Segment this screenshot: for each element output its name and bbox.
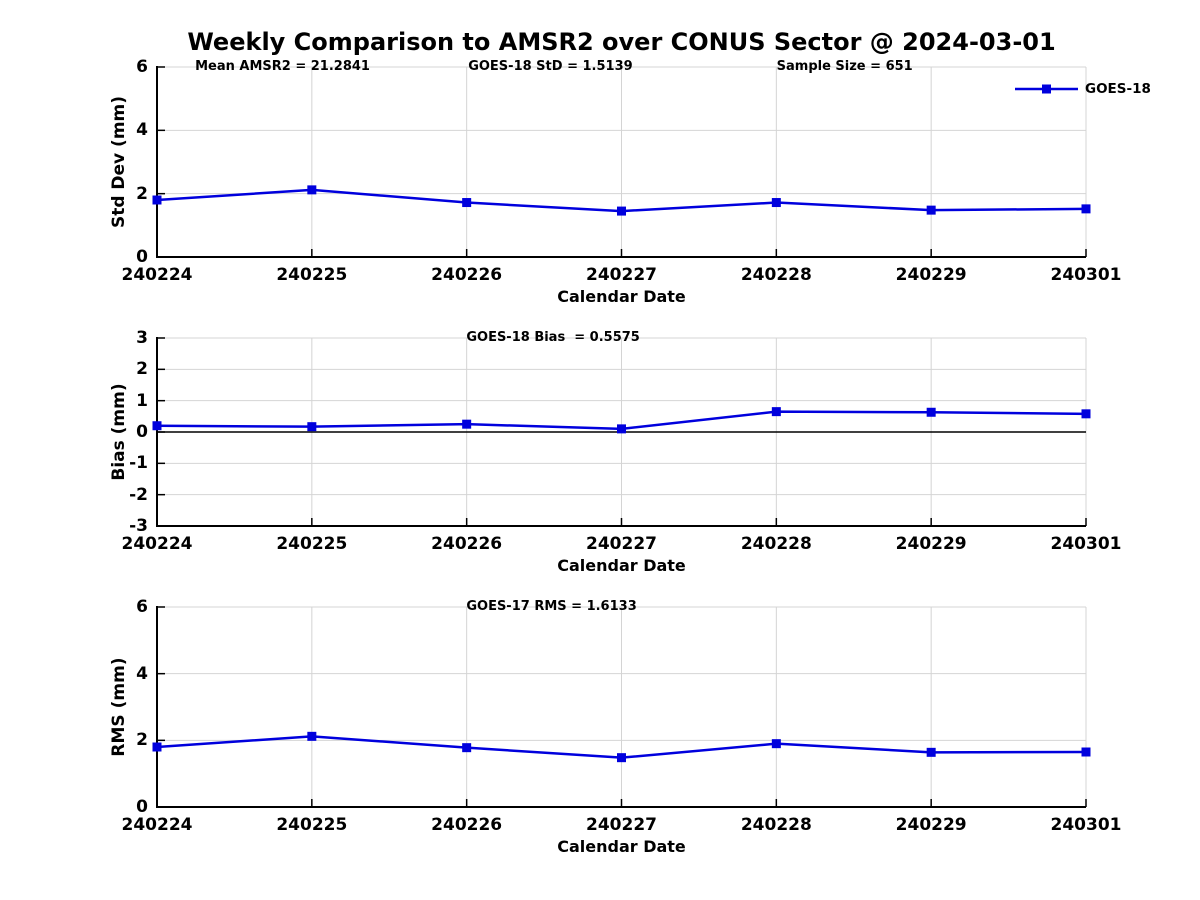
x-tick-label: 240229 [895, 815, 967, 835]
legend-label: GOES-18 [1085, 81, 1151, 97]
data-point-marker [462, 198, 472, 208]
y-tick-label: -3 [129, 516, 148, 536]
y-tick-label: 1 [136, 390, 148, 411]
panel-annotation: Mean AMSR2 = 21.2841 [195, 59, 370, 74]
panel-std_dev [152, 66, 1091, 258]
data-point-marker [307, 731, 317, 741]
data-point-marker [307, 422, 317, 432]
y-tick-label: 0 [136, 422, 148, 442]
data-point-marker [1081, 204, 1091, 214]
data-point-marker [926, 205, 936, 215]
data-point-marker [771, 198, 781, 208]
x-axis-title: Calendar Date [557, 556, 686, 575]
y-axis-title: Bias (mm) [109, 383, 129, 481]
x-tick-label: 240301 [1050, 534, 1122, 554]
x-tick-label: 240225 [276, 265, 348, 285]
y-tick-label: 0 [136, 247, 148, 267]
panel-rms [152, 606, 1091, 808]
panel-bias [152, 337, 1091, 527]
y-tick-label: 6 [136, 597, 148, 617]
x-tick-label: 240227 [586, 815, 657, 835]
data-point-marker [617, 206, 626, 216]
data-point-marker [152, 742, 162, 752]
y-tick-label: 4 [136, 120, 148, 141]
y-tick-label: 2 [136, 183, 148, 204]
x-tick-label: 240226 [431, 815, 503, 835]
data-point-marker [1081, 747, 1091, 757]
panel-annotation: GOES-18 Bias = 0.5575 [466, 330, 640, 345]
data-point-marker [307, 185, 317, 195]
panel-annotation: GOES-17 RMS = 1.6133 [466, 599, 637, 614]
x-tick-label: 240227 [586, 534, 657, 554]
panel-annotation: Sample Size = 651 [776, 59, 913, 74]
y-axis-title: RMS (mm) [109, 657, 129, 757]
data-point-marker [1081, 409, 1091, 419]
x-tick-label: 240227 [586, 265, 657, 285]
x-tick-label: 240224 [121, 265, 193, 285]
y-tick-label: 2 [136, 359, 148, 380]
x-tick-label: 240228 [740, 815, 812, 835]
x-tick-label: 240224 [121, 534, 193, 554]
x-tick-label: 240226 [431, 265, 503, 285]
y-tick-label: -2 [129, 484, 148, 505]
y-axis-title: Std Dev (mm) [109, 95, 129, 229]
y-tick-label: 4 [136, 663, 148, 684]
x-tick-label: 240228 [740, 265, 812, 285]
data-point-marker [926, 407, 936, 417]
x-tick-label: 240225 [276, 534, 348, 554]
data-point-marker [926, 747, 936, 757]
data-point-marker [617, 753, 626, 763]
panel-annotation: GOES-18 StD = 1.5139 [468, 59, 633, 74]
x-tick-label: 240301 [1050, 265, 1122, 285]
x-axis-title: Calendar Date [557, 837, 686, 856]
y-tick-label: 6 [136, 57, 148, 77]
data-point-marker [152, 195, 162, 205]
data-point-marker [771, 407, 781, 417]
x-tick-label: 240229 [895, 265, 967, 285]
x-tick-label: 240228 [740, 534, 812, 554]
y-tick-label: 0 [136, 797, 148, 817]
data-point-marker [771, 739, 781, 749]
x-tick-label: 240226 [431, 534, 503, 554]
data-point-marker [617, 424, 626, 434]
legend-line-icon [1015, 84, 1078, 94]
x-tick-label: 240229 [895, 534, 967, 554]
data-point-marker [462, 743, 472, 753]
y-tick-label: 3 [136, 328, 148, 348]
y-tick-label: 2 [136, 730, 148, 751]
chart-title: Weekly Comparison to AMSR2 over CONUS Se… [187, 28, 1056, 56]
data-point-marker [152, 421, 162, 431]
x-tick-label: 240301 [1050, 815, 1122, 835]
x-tick-label: 240224 [121, 815, 193, 835]
x-tick-label: 240225 [276, 815, 348, 835]
legend-marker-icon [1042, 84, 1051, 94]
x-axis-title: Calendar Date [557, 287, 686, 306]
data-point-marker [462, 419, 472, 429]
y-tick-label: -1 [129, 453, 148, 474]
